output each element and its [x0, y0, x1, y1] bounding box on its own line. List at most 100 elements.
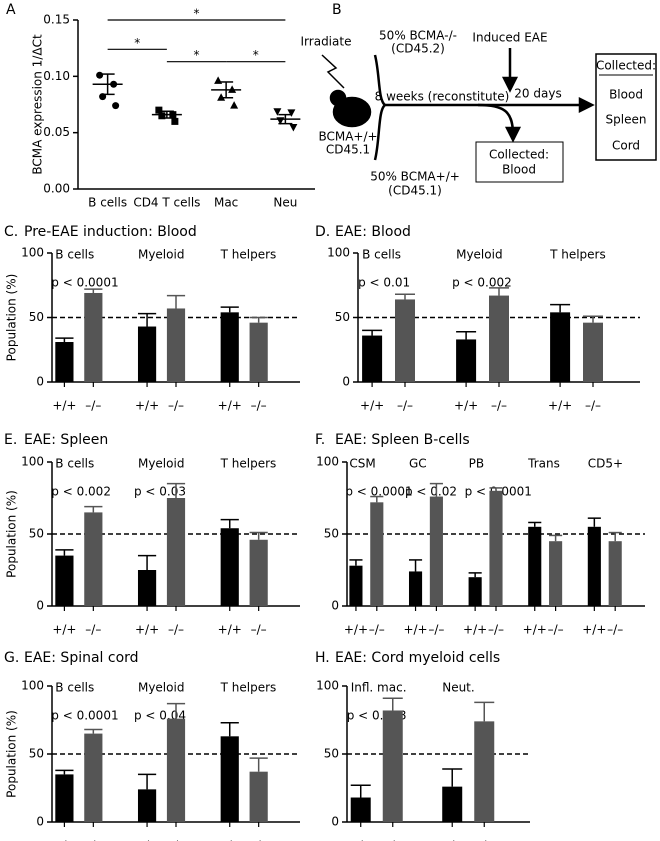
- bar: [362, 335, 383, 382]
- label: (CD45.1): [388, 184, 442, 198]
- p-value-label: p < 0.002: [51, 485, 111, 499]
- significance-label: *: [253, 48, 259, 62]
- label: Induced EAE: [472, 31, 547, 45]
- y-tick-label: 0: [36, 815, 44, 829]
- y-tick-label: 0: [36, 375, 44, 389]
- y-axis-label: Population (%): [5, 274, 19, 362]
- significance-label: *: [194, 7, 200, 21]
- panel-label: C.: [4, 224, 18, 240]
- y-tick-label: 100: [21, 455, 44, 469]
- group-label: Myeloid: [138, 248, 184, 262]
- x-tick-label: +/+: [52, 623, 76, 637]
- point: [96, 71, 104, 79]
- y-axis-label: Population (%): [5, 710, 19, 798]
- y-tick-label: 0.10: [43, 69, 70, 83]
- x-tick-label: –/–: [168, 839, 184, 841]
- group-label: Myeloid: [456, 248, 502, 262]
- x-tick-label: +/+: [523, 623, 547, 637]
- point: [112, 102, 120, 110]
- label: 8 weeks (reconstitute): [375, 90, 510, 104]
- arrow-head: [501, 76, 519, 93]
- x-tick-label: –/–: [251, 623, 267, 637]
- p-value-label: p < 0.01: [358, 276, 410, 290]
- y-tick-label: 50: [324, 747, 339, 761]
- p-value-label: p < 0.03: [134, 485, 186, 499]
- diagram-b: [321, 48, 657, 183]
- bar: [84, 292, 103, 382]
- mouse-head: [329, 89, 347, 107]
- group-label: Trans: [527, 457, 560, 471]
- bar: [549, 541, 563, 606]
- p-value-label: p < 0.0001: [51, 276, 118, 290]
- group-label: GC: [409, 457, 427, 471]
- x-tick-label: +/+: [135, 839, 159, 841]
- bar: [137, 326, 157, 382]
- bar: [55, 342, 74, 382]
- point: [155, 106, 163, 114]
- bar: [84, 733, 103, 822]
- y-tick-label: 100: [316, 679, 339, 693]
- p-value-label: p < 0.002: [452, 276, 512, 290]
- label: Spleen: [606, 113, 647, 127]
- label: 20 days: [514, 87, 561, 101]
- x-tick-label: +/+: [582, 623, 606, 637]
- panel-label: D.: [315, 224, 330, 240]
- panel-label: A: [6, 2, 16, 18]
- bar: [382, 710, 403, 822]
- mouse: [332, 96, 372, 128]
- x-tick-label: –/–: [385, 839, 401, 841]
- group-label: PB: [469, 457, 484, 471]
- bar: [395, 299, 415, 382]
- bar: [166, 718, 186, 822]
- x-tick-label: –/–: [488, 623, 504, 637]
- y-tick-label: 100: [316, 455, 339, 469]
- bar: [249, 539, 268, 606]
- bar: [456, 339, 477, 382]
- y-tick-label: 100: [21, 246, 44, 260]
- p-value-label: p < 0.0001: [345, 485, 412, 499]
- label: Collected:: [489, 148, 549, 162]
- bar: [55, 774, 74, 822]
- x-tick-label: –/–: [585, 399, 601, 413]
- x-tick-label: –/–: [85, 623, 101, 637]
- group-label: T helpers: [220, 457, 277, 471]
- x-tick-label: +/+: [344, 623, 368, 637]
- panel-label: B: [332, 2, 342, 18]
- y-tick-label: 0.00: [43, 182, 70, 196]
- bar: [370, 502, 384, 606]
- x-tick-label: –/–: [85, 839, 101, 841]
- x-tick-label: –/–: [168, 399, 184, 413]
- x-tick-label: +/+: [463, 623, 487, 637]
- y-tick-label: 0.05: [43, 125, 70, 139]
- panel-label: G.: [4, 650, 19, 666]
- x-tick-label: +/+: [440, 839, 464, 841]
- label: (CD45.2): [391, 42, 445, 56]
- bar: [220, 736, 239, 822]
- bar: [474, 721, 495, 822]
- bar: [442, 786, 463, 822]
- bar: [489, 295, 509, 382]
- bar: [408, 571, 423, 606]
- point: [230, 101, 239, 109]
- label: 50% BCMA-/-: [379, 29, 457, 43]
- y-tick-label: 50: [29, 527, 44, 541]
- bar: [583, 322, 603, 382]
- group-label: B cells: [362, 248, 401, 262]
- group-label: B cells: [55, 248, 94, 262]
- chart-title: EAE: Cord myeloid cells: [335, 650, 500, 666]
- x-tick-label: –/–: [607, 623, 623, 637]
- group-label: CSM: [349, 457, 375, 471]
- bar: [137, 570, 157, 606]
- bar: [166, 308, 186, 382]
- y-tick-label: 0: [331, 599, 339, 613]
- chart-title: Pre-EAE induction: Blood: [24, 224, 197, 240]
- label: Blood: [502, 163, 536, 177]
- group-label: Myeloid: [138, 457, 184, 471]
- p-value-label: p < 0.0001: [51, 709, 118, 723]
- x-tick-label: +/+: [349, 839, 373, 841]
- x-tick-label: –/–: [251, 839, 267, 841]
- point: [287, 109, 296, 117]
- x-tick-label: +/+: [52, 399, 76, 413]
- group-label: Neut.: [442, 681, 474, 695]
